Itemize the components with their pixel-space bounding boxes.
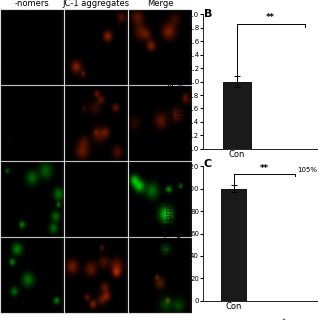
Bar [221, 189, 246, 301]
Text: B: B [204, 9, 212, 19]
Text: C: C [204, 158, 212, 169]
Text: **: ** [266, 13, 275, 22]
Text: Merge: Merge [147, 0, 173, 8]
Y-axis label: nmol ATP/mg protein
(% of control): nmol ATP/mg protein (% of control) [165, 189, 184, 277]
Text: **: ** [260, 164, 269, 172]
Text: 100 μM Art: 100 μM Art [255, 317, 289, 320]
Bar [223, 82, 251, 149]
Text: JC-1 aggregates: JC-1 aggregates [62, 0, 130, 8]
Y-axis label: Fluorescence signal
(Green/red ratio): Fluorescence signal (Green/red ratio) [167, 40, 186, 123]
Text: 105%: 105% [297, 167, 317, 173]
Text: -nomers: -nomers [15, 0, 49, 8]
